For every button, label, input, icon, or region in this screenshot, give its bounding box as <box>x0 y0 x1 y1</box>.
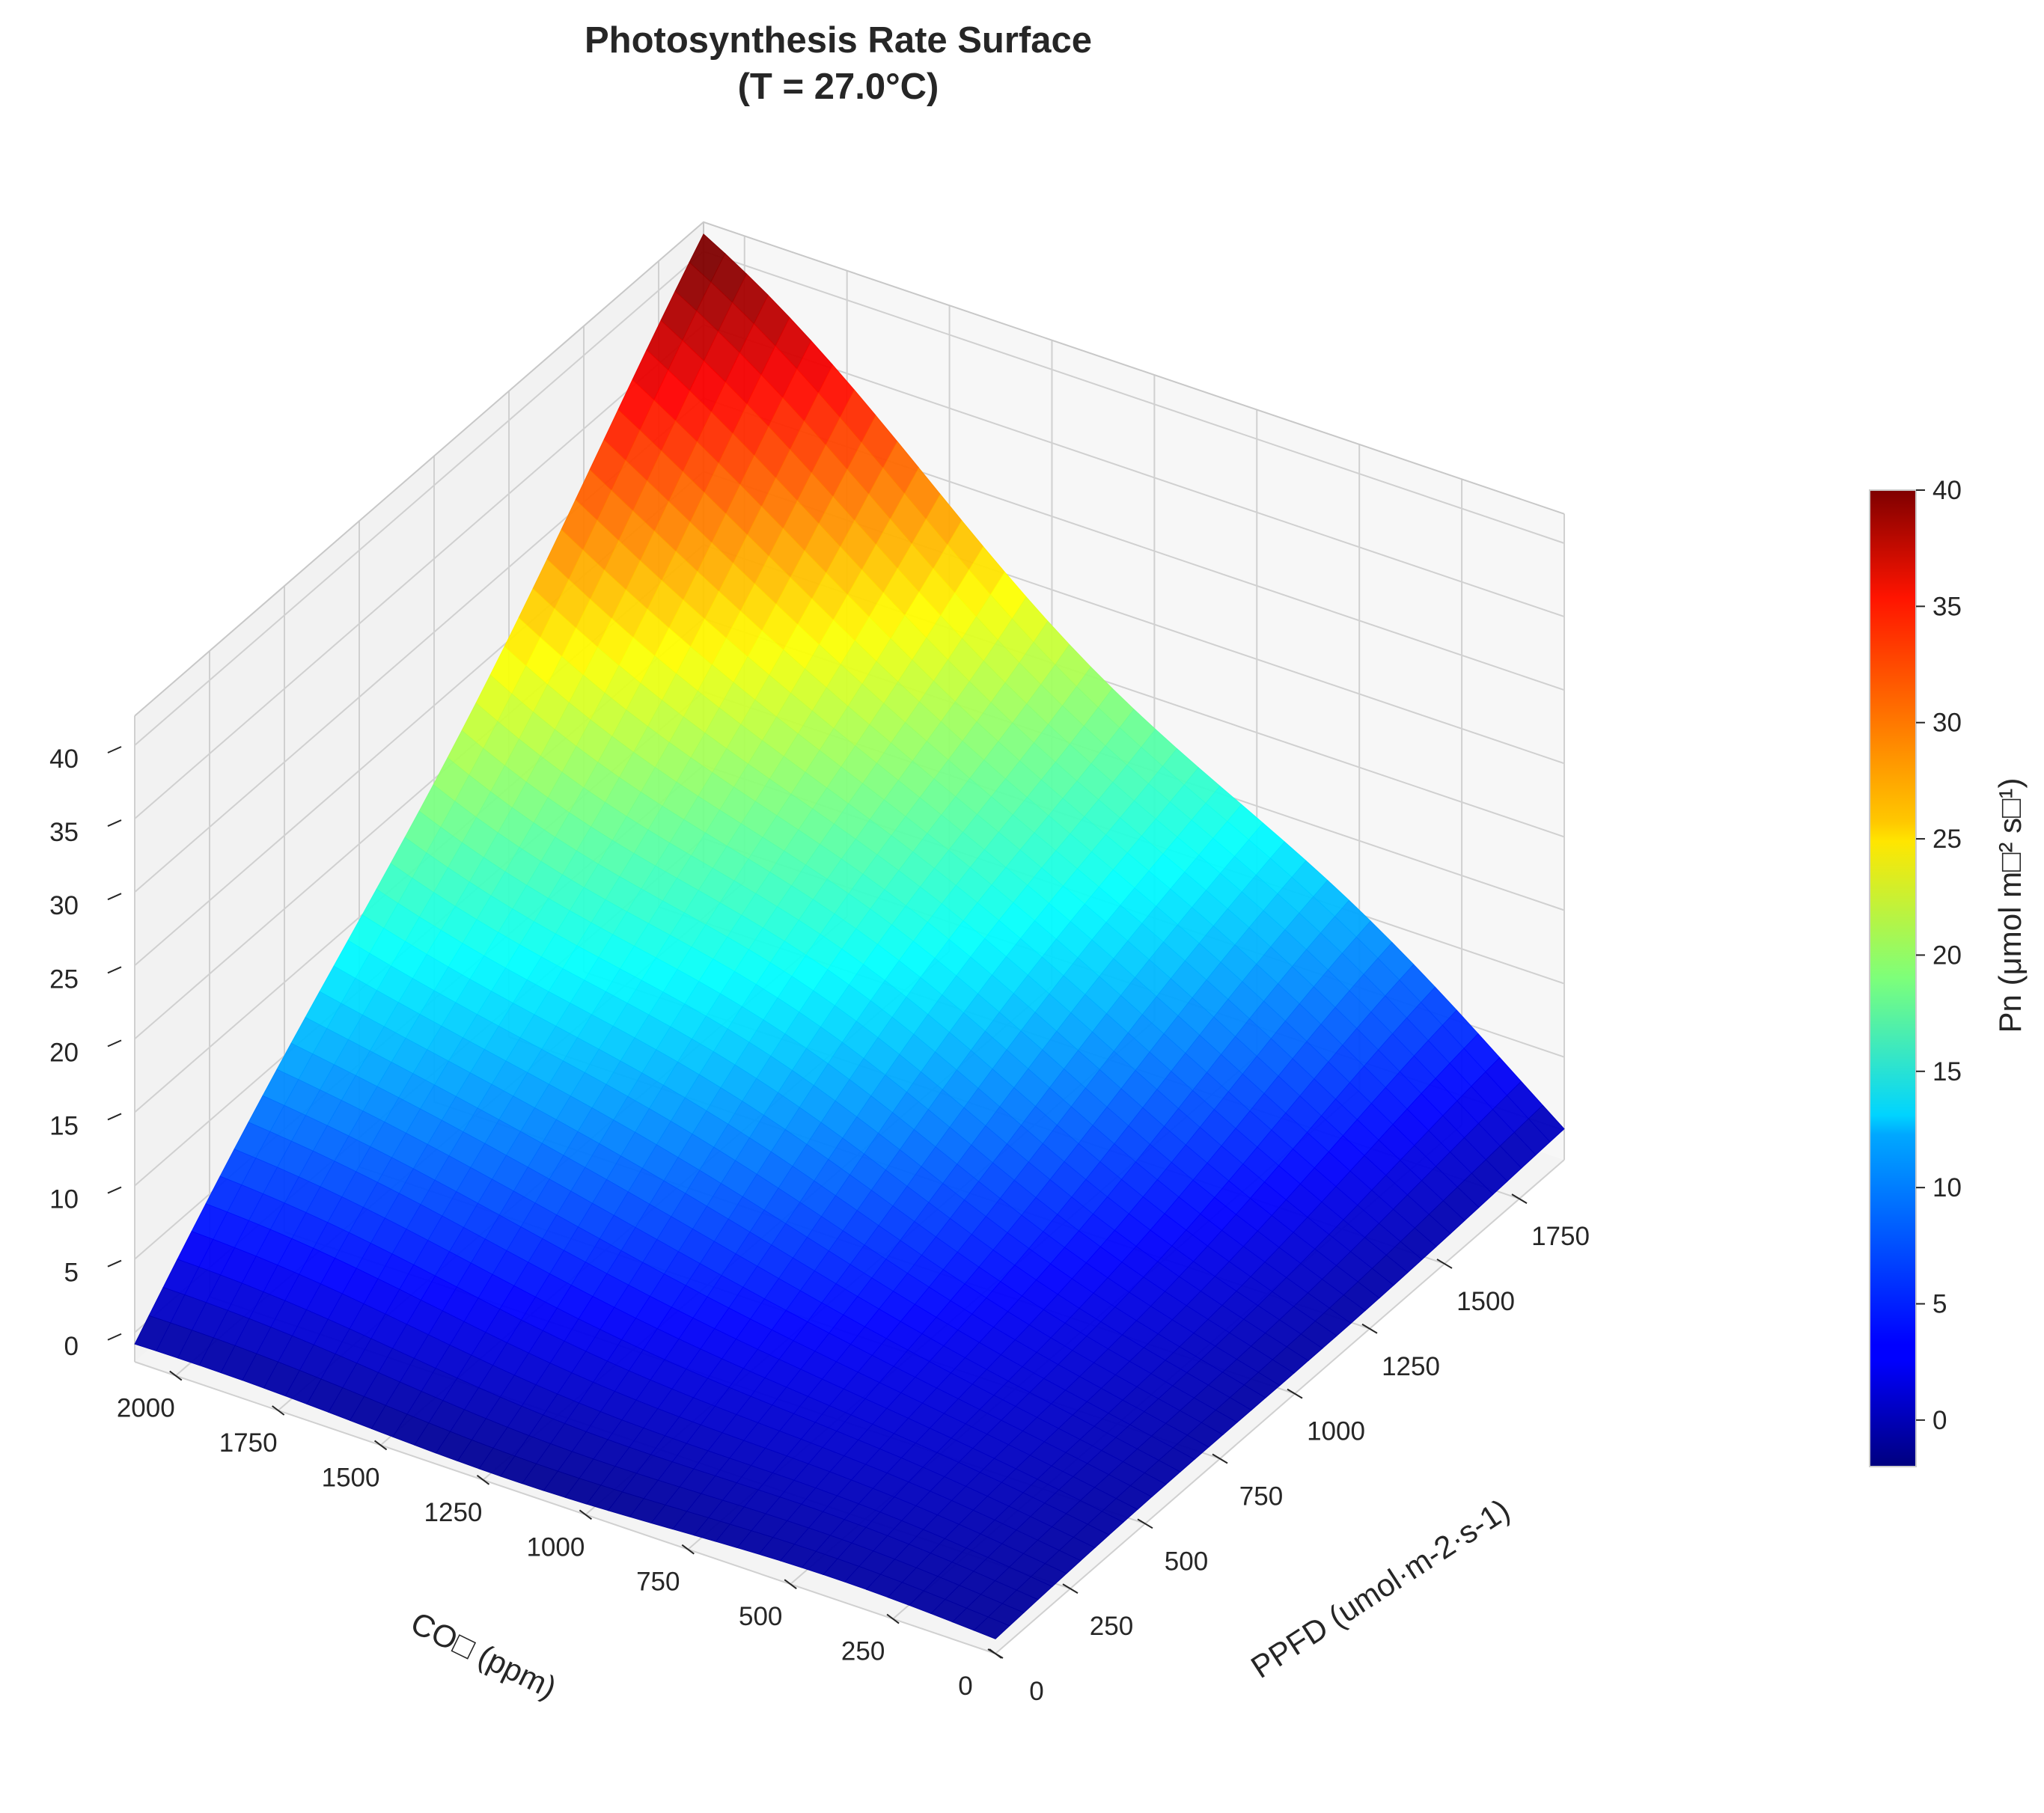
y-tick-mark <box>987 1648 1004 1659</box>
z-tick-mark <box>107 1333 122 1341</box>
y-tick-mark <box>1137 1518 1153 1529</box>
colorbar: 0 5 10 15 20 25 30 35 40 Pn (μmol m□² s□¹) <box>1869 476 2028 1467</box>
x-tick-mark <box>272 1405 285 1416</box>
x-tick-label: 1000 <box>526 1532 585 1562</box>
z-tick-mark <box>107 819 122 828</box>
x-tick-label: 1500 <box>322 1463 380 1492</box>
y-tick-label: 1500 <box>1456 1287 1515 1316</box>
z-tick-label: 10 <box>49 1185 79 1214</box>
chart-title: Photosynthesis Rate Surface <box>585 20 1092 61</box>
x-tick-mark <box>169 1370 183 1381</box>
y-tick-label: 1750 <box>1531 1222 1590 1251</box>
z-tick-mark <box>107 1259 122 1268</box>
y-tick-mark <box>1212 1453 1228 1464</box>
x-tick-label: 1750 <box>219 1428 278 1458</box>
x-tick-mark <box>886 1613 900 1624</box>
surface-patch <box>973 1616 1010 1639</box>
axis-ticks: 0250500750100012501500175020000250500750… <box>49 745 1590 1706</box>
x-tick-label: 1250 <box>424 1498 483 1527</box>
z-tick-label: 0 <box>64 1332 79 1361</box>
z-tick-mark <box>107 1113 122 1121</box>
colorbar-tick-label: 15 <box>1932 1057 1962 1086</box>
x-tick-mark <box>681 1544 695 1555</box>
colorbar-tick-label: 25 <box>1932 825 1962 854</box>
colorbar-tick-label: 0 <box>1932 1406 1947 1435</box>
z-tick-label: 25 <box>49 964 79 994</box>
z-tick-label: 30 <box>49 891 79 920</box>
y-tick-label: 0 <box>1029 1677 1043 1706</box>
z-tick-label: 20 <box>49 1038 79 1067</box>
x-tick-label: 750 <box>636 1568 680 1597</box>
colorbar-tick-label: 30 <box>1932 709 1962 738</box>
z-tick-mark <box>107 746 122 753</box>
y-tick-label: 250 <box>1090 1612 1133 1641</box>
z-tick-mark <box>107 893 122 901</box>
colorbar-tick-label: 40 <box>1932 476 1962 505</box>
x-tick-mark <box>373 1440 388 1451</box>
y-tick-label: 1250 <box>1382 1352 1440 1381</box>
x-tick-label: 250 <box>841 1637 885 1666</box>
y-tick-mark <box>1436 1259 1453 1269</box>
y-axis-label: PPFD (umol·m-2·s-1) <box>1245 1492 1516 1685</box>
x-tick-label: 2000 <box>117 1394 175 1423</box>
colorbar-tick-label: 20 <box>1932 941 1962 970</box>
x-tick-mark <box>476 1475 490 1485</box>
y-tick-mark <box>1361 1323 1378 1334</box>
z-tick-label: 40 <box>49 745 79 774</box>
chart-subtitle: (T = 27.0°C) <box>738 67 939 107</box>
x-tick-mark <box>579 1509 592 1520</box>
colorbar-gradient <box>1869 489 1917 1467</box>
z-tick-label: 15 <box>49 1111 79 1140</box>
y-tick-mark <box>1287 1388 1303 1399</box>
z-tick-label: 35 <box>49 818 79 847</box>
y-tick-mark <box>1511 1193 1528 1204</box>
colorbar-label: Pn (μmol m□² s□¹) <box>1992 778 2028 1033</box>
colorbar-tick-label: 5 <box>1932 1290 1947 1319</box>
z-tick-mark <box>107 966 122 974</box>
z-tick-mark <box>107 1186 122 1194</box>
x-tick-label: 0 <box>958 1672 972 1701</box>
x-tick-mark <box>784 1579 797 1589</box>
x-axis-label: CO□ (ppm) <box>406 1605 562 1705</box>
colorbar-tick-label: 35 <box>1932 592 1962 621</box>
z-tick-label: 5 <box>64 1259 79 1288</box>
y-tick-label: 500 <box>1165 1547 1208 1576</box>
y-tick-label: 750 <box>1239 1482 1283 1511</box>
z-tick-mark <box>107 1039 122 1048</box>
x-tick-label: 500 <box>739 1602 782 1631</box>
surface-plot <box>134 233 1565 1639</box>
gridline-x-floor <box>995 1159 1565 1654</box>
y-tick-mark <box>1062 1583 1079 1595</box>
colorbar-tick-label: 10 <box>1932 1173 1962 1202</box>
y-tick-label: 1000 <box>1307 1417 1365 1446</box>
colorbar-ticks: 0 5 10 15 20 25 30 35 40 <box>1916 476 1962 1435</box>
